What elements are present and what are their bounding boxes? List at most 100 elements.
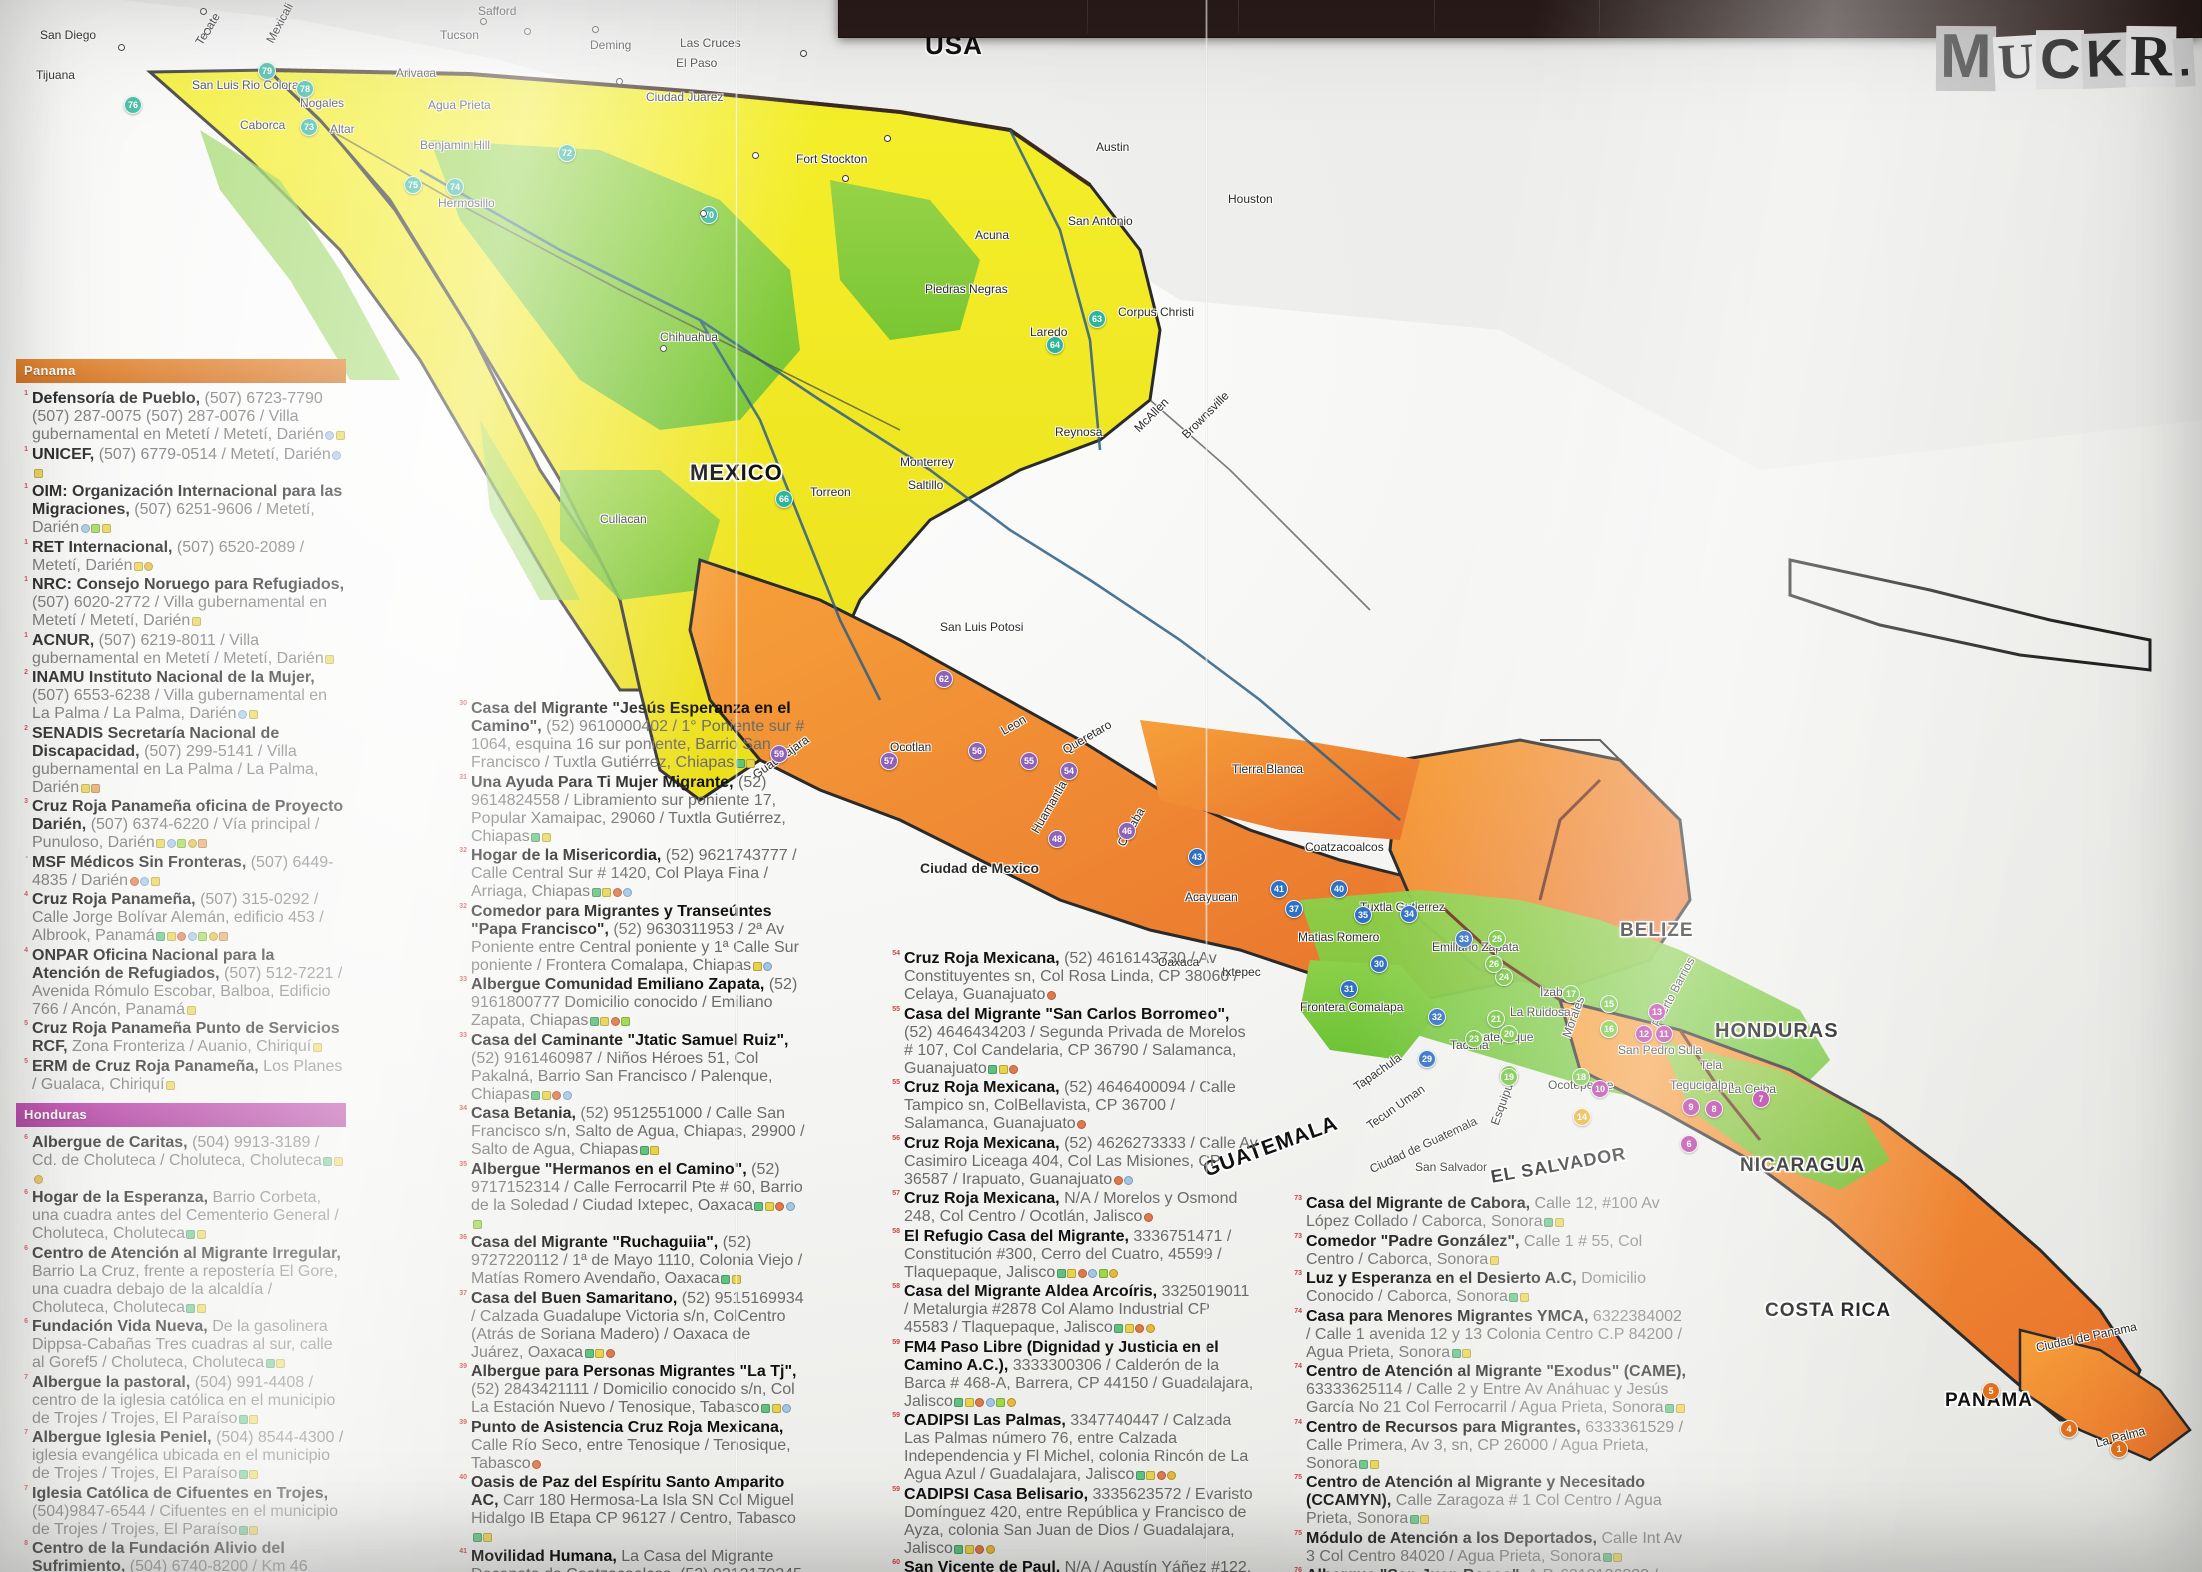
map-pin-76[interactable]: 76 — [124, 96, 142, 114]
directory-entry[interactable]: 1 Defensoría de Pueblo, (507) 6723-7790 (… — [16, 390, 346, 444]
map-pin-74[interactable]: 74 — [446, 178, 464, 196]
directory-entry[interactable]: 59 CADIPSI Casa Belisario, 3335623572 / E… — [888, 1486, 1258, 1558]
directory-entry[interactable]: 32 Hogar de la Misericordia, (52) 9621743… — [455, 847, 805, 901]
directory-entry[interactable]: 5 ERM de Cruz Roja Panameña, Los Planes /… — [16, 1058, 346, 1094]
directory-entry[interactable]: 37 Casa del Buen Samaritano, (52) 9515169… — [455, 1290, 805, 1362]
directory-column-middle[interactable]: 30 Casa del Migrante "Jesús Esperanza en … — [455, 700, 805, 1572]
map-pin-29[interactable]: 29 — [1418, 1050, 1436, 1068]
directory-entry[interactable]: 4 Cruz Roja Panameña, (507) 315-0292 / Ca… — [16, 891, 346, 945]
directory-entry[interactable]: 8 Centro de la Fundación Alivio del Sufri… — [16, 1540, 346, 1572]
map-pin-21[interactable]: 21 — [1487, 1010, 1505, 1028]
map-pin-73[interactable]: 73 — [300, 118, 318, 136]
directory-column-right[interactable]: 54 Cruz Roja Mexicana, (52) 4616143730 / … — [888, 950, 1258, 1572]
directory-entry[interactable]: 74 Centro de Recursos para Migrantes, 633… — [1290, 1419, 1690, 1473]
map-pin-35[interactable]: 35 — [1354, 906, 1372, 924]
directory-entry[interactable]: 1 OIM: Organización Internacional para la… — [16, 483, 346, 537]
directory-entry[interactable]: 1 NRC: Consejo Noruego para Refugiados, (… — [16, 576, 346, 630]
map-pin-32[interactable]: 32 — [1428, 1008, 1446, 1026]
directory-entry[interactable]: 57 Cruz Roja Mexicana, N/A / Morelos y Os… — [888, 1190, 1258, 1226]
map-pin-34[interactable]: 34 — [1400, 905, 1418, 923]
map-pin-20[interactable]: 20 — [1500, 1025, 1518, 1043]
directory-entry[interactable]: - MSF Médicos Sin Fronteras, (507) 6449-4… — [16, 854, 346, 890]
directory-entry[interactable]: 59 CADIPSI Las Palmas, 3347740447 / Calza… — [888, 1412, 1258, 1484]
map-pin-11[interactable]: 11 — [1655, 1025, 1673, 1043]
map-pin-7[interactable]: 7 — [1752, 1090, 1770, 1108]
directory-entry[interactable]: 74 Centro de Atención al Migrante "Exodus… — [1290, 1363, 1690, 1417]
directory-entry[interactable]: 30 Casa del Migrante "Jesús Esperanza en … — [455, 700, 805, 772]
map-pin-37[interactable]: 37 — [1285, 900, 1303, 918]
directory-entry[interactable]: 3 Cruz Roja Panameña oficina de Proyecto … — [16, 798, 346, 852]
map-pin-79[interactable]: 79 — [258, 62, 276, 80]
map-pin-25[interactable]: 25 — [1488, 930, 1506, 948]
directory-column-left[interactable]: Panama 1 Defensoría de Pueblo, (507) 6723-… — [16, 350, 346, 1572]
directory-entry[interactable]: 34 Casa Betania, (52) 9512551000 / Calle … — [455, 1105, 805, 1159]
map-pin-63[interactable]: 63 — [1088, 310, 1106, 328]
map-pin-14[interactable]: 14 — [1573, 1108, 1591, 1126]
directory-entry[interactable]: 4 ONPAR Oficina Nacional para la Atención… — [16, 947, 346, 1019]
directory-entry[interactable]: 54 Cruz Roja Mexicana, (52) 4616143730 / … — [888, 950, 1258, 1004]
map-pin-48[interactable]: 48 — [1048, 830, 1066, 848]
directory-entry[interactable]: 75 Centro de Atención al Migrante y Neces… — [1290, 1474, 1690, 1528]
map-pin-10[interactable]: 10 — [1591, 1080, 1609, 1098]
map-pin-6[interactable]: 6 — [1680, 1135, 1698, 1153]
map-pin-75[interactable]: 75 — [404, 176, 422, 194]
directory-entry[interactable]: 2 SENADIS Secretaría Nacional de Discapac… — [16, 725, 346, 797]
map-pin-66[interactable]: 66 — [775, 490, 793, 508]
directory-entry[interactable]: 1 ACNUR, (507) 6219-8011 / Villa gubernam… — [16, 632, 346, 668]
directory-entry[interactable]: 59 FM4 Paso Libre (Dignidad y Justicia en… — [888, 1339, 1258, 1411]
directory-entry[interactable]: 32 Comedor para Migrantes y Transeúntes "… — [455, 903, 805, 975]
map-pin-17[interactable]: 17 — [1562, 985, 1580, 1003]
directory-entry[interactable]: 58 El Refugio Casa del Migrante, 33367514… — [888, 1228, 1258, 1282]
directory-entry[interactable]: 39 Punto de Asistencia Cruz Roja Mexicana… — [455, 1419, 805, 1473]
directory-entry[interactable]: 1 RET Internacional, (507) 6520-2089 / Me… — [16, 539, 346, 575]
map-pin-46[interactable]: 46 — [1118, 822, 1136, 840]
directory-entry[interactable]: 36 Casa del Migrante "Ruchaguiia", (52) 9… — [455, 1234, 805, 1288]
map-pin-57[interactable]: 57 — [880, 752, 898, 770]
directory-entry[interactable]: 39 Albergue para Personas Migrantes "La T… — [455, 1363, 805, 1417]
map-pin-43[interactable]: 43 — [1188, 848, 1206, 866]
map-pin-40[interactable]: 40 — [1330, 880, 1348, 898]
map-pin-5[interactable]: 5 — [1982, 1382, 2000, 1400]
map-pin-62[interactable]: 62 — [935, 670, 953, 688]
directory-entry[interactable]: 76 Albergue "San Juan Bosco", A.P, 631313… — [1290, 1567, 1690, 1572]
map-pin-72[interactable]: 72 — [558, 144, 576, 162]
map-pin-30[interactable]: 30 — [1370, 955, 1388, 973]
directory-entry[interactable]: 6 Centro de Atención al Migrante Irregula… — [16, 1245, 346, 1317]
map-pin-41[interactable]: 41 — [1270, 880, 1288, 898]
directory-entry[interactable]: 55 Casa del Migrante "San Carlos Borromeo… — [888, 1006, 1258, 1078]
map-pin-55[interactable]: 55 — [1020, 752, 1038, 770]
map-pin-26[interactable]: 26 — [1485, 955, 1503, 973]
map-pin-31[interactable]: 31 — [1340, 980, 1358, 998]
directory-entry[interactable]: 7 Iglesia Católica de Cifuentes en Trojes… — [16, 1485, 346, 1539]
map-pin-54[interactable]: 54 — [1060, 762, 1078, 780]
directory-entry[interactable]: 1 UNICEF, (507) 6779-0514 / Metetí, Darié… — [16, 446, 346, 482]
directory-entry[interactable]: 2 INAMU Instituto Nacional de la Mujer, (… — [16, 669, 346, 723]
directory-entry[interactable]: 31 Una Ayuda Para Ti Mujer Migrante, (52)… — [455, 774, 805, 846]
map-pin-12[interactable]: 12 — [1635, 1025, 1653, 1043]
map-pin-23[interactable]: 23 — [1465, 1030, 1483, 1048]
directory-entry[interactable]: 33 Albergue Comunidad Emiliano Zapata, (5… — [455, 976, 805, 1030]
map-pin-15[interactable]: 15 — [1600, 995, 1618, 1013]
map-pin-13[interactable]: 13 — [1648, 1003, 1666, 1021]
map-pin-78[interactable]: 78 — [296, 80, 314, 98]
directory-entry[interactable]: 7 Albergue Iglesia Peniel, (504) 8544-430… — [16, 1429, 346, 1483]
directory-entry[interactable]: 73 Casa del Migrante de Cabora, Calle 12,… — [1290, 1195, 1690, 1231]
directory-entry[interactable]: 73 Comedor "Padre González", Calle 1 # 55… — [1290, 1233, 1690, 1269]
directory-entry[interactable]: 5 Cruz Roja Panameña Punto de Servicios R… — [16, 1020, 346, 1056]
directory-entry[interactable]: 41 Movilidad Humana, La Casa del Migrante… — [455, 1548, 805, 1572]
map-pin-1[interactable]: 1 — [2110, 1440, 2128, 1458]
directory-entry[interactable]: 55 Cruz Roja Mexicana, (52) 4646400094 / … — [888, 1079, 1258, 1133]
directory-entry[interactable]: 60 San Vicente de Paul, N/A / Agustín Yáñ… — [888, 1559, 1258, 1572]
map-pin-19[interactable]: 19 — [1500, 1068, 1518, 1086]
directory-entry[interactable]: 35 Albergue "Hermanos en el Camino", (52)… — [455, 1161, 805, 1233]
directory-entry[interactable]: 6 Fundación Vida Nueva, De la gasolinera … — [16, 1318, 346, 1372]
directory-entry[interactable]: 7 Albergue la pastoral, (504) 991-4408 / … — [16, 1374, 346, 1428]
map-pin-4[interactable]: 4 — [2060, 1420, 2078, 1438]
directory-entry[interactable]: 33 Casa del Caminante "Jtatic Samuel Ruiz… — [455, 1032, 805, 1104]
directory-entry[interactable]: 73 Luz y Esperanza en el Desierto A.C, Do… — [1290, 1270, 1690, 1306]
directory-entry[interactable]: 74 Casa para Menores Migrantes YMCA, 6322… — [1290, 1308, 1690, 1362]
directory-entry[interactable]: 6 Albergue de Caritas, (504) 9913-3189 / … — [16, 1134, 346, 1188]
map-pin-8[interactable]: 8 — [1705, 1100, 1723, 1118]
map-pin-33[interactable]: 33 — [1455, 930, 1473, 948]
